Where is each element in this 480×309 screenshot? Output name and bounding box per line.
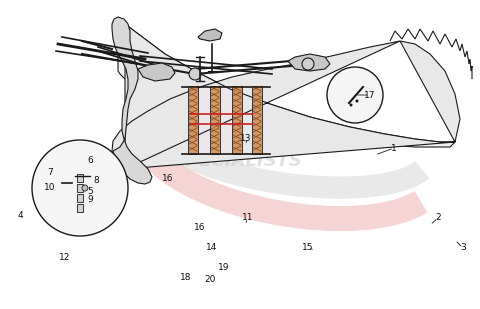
Text: EQUIPMENT: EQUIPMENT	[172, 137, 292, 155]
Text: 1: 1	[391, 143, 397, 153]
Text: 9: 9	[87, 196, 93, 205]
Bar	[252, 86, 262, 154]
Text: 3: 3	[460, 243, 466, 252]
Text: 17: 17	[364, 91, 376, 99]
Text: 6: 6	[87, 155, 93, 164]
Text: 13: 13	[240, 133, 252, 142]
Bar	[210, 86, 220, 154]
Text: 16: 16	[162, 173, 174, 183]
Text: 16: 16	[194, 223, 206, 232]
Text: 18: 18	[180, 273, 192, 282]
Text: 10: 10	[44, 184, 56, 193]
Circle shape	[82, 185, 88, 191]
Text: 2: 2	[435, 214, 441, 222]
Text: 4: 4	[17, 210, 23, 219]
Polygon shape	[138, 63, 175, 81]
Text: 8: 8	[93, 176, 99, 184]
Bar	[77, 194, 83, 202]
Circle shape	[189, 68, 201, 80]
Bar	[188, 86, 198, 154]
Circle shape	[327, 67, 383, 123]
Text: 19: 19	[218, 264, 230, 273]
Circle shape	[302, 58, 314, 70]
Circle shape	[32, 140, 128, 236]
Text: 7: 7	[47, 167, 53, 176]
Text: 15: 15	[302, 243, 314, 252]
Text: SPECIALISTS: SPECIALISTS	[174, 152, 302, 170]
Circle shape	[356, 99, 359, 103]
Polygon shape	[288, 54, 330, 71]
Text: 14: 14	[206, 243, 218, 252]
Polygon shape	[198, 29, 222, 41]
Polygon shape	[112, 24, 460, 169]
Circle shape	[349, 104, 352, 107]
Text: 12: 12	[60, 253, 71, 263]
Text: 11: 11	[242, 214, 254, 222]
Bar	[77, 184, 83, 192]
Bar	[77, 174, 83, 182]
Bar	[77, 204, 83, 212]
Polygon shape	[118, 24, 455, 147]
Text: 20: 20	[204, 276, 216, 285]
Polygon shape	[112, 17, 152, 184]
Bar	[232, 86, 242, 154]
Text: 5: 5	[87, 188, 93, 197]
